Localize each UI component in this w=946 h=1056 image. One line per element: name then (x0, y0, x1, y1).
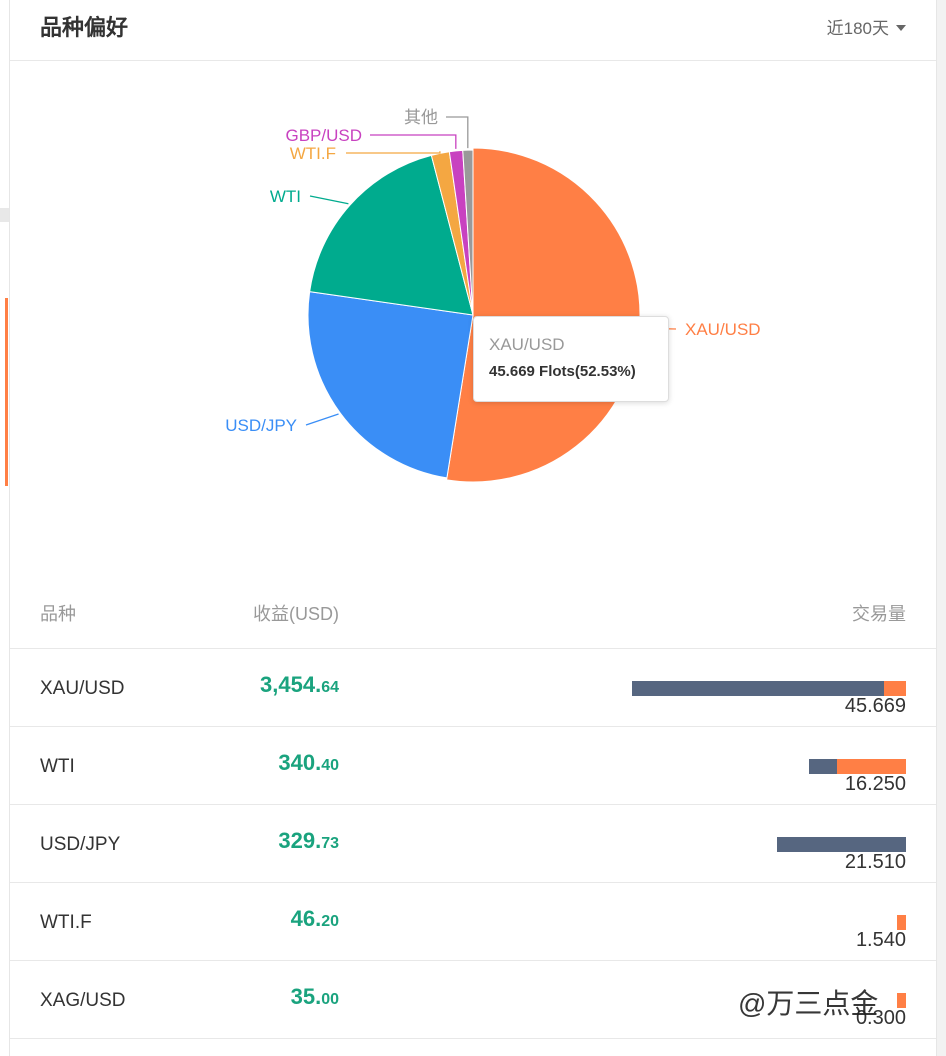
pie-slice[interactable] (445, 147, 641, 483)
volume-bar (808, 759, 906, 774)
table-row[interactable]: WTI 340.40 16.250 (10, 727, 936, 805)
row-profit: 329.73 (278, 828, 339, 854)
row-symbol: WTI (40, 756, 75, 777)
profit-integer: 329. (278, 828, 322, 853)
row-profit: 46.20 (291, 906, 339, 932)
profit-decimal: 20 (321, 913, 339, 930)
header-profit: 收益(USD) (253, 604, 339, 624)
left-sidebar-edge (0, 0, 10, 1056)
volume-bar (896, 915, 906, 930)
sell-volume-segment (896, 915, 906, 930)
left-sidebar-tick (0, 208, 9, 222)
period-dropdown[interactable]: 近180天 (827, 14, 906, 39)
pie-leader-line (346, 151, 441, 154)
pie-slice[interactable] (309, 154, 474, 316)
pie-label: WTI.F (290, 144, 336, 163)
symbol-preference-panel: 品种偏好 近180天 XAU/USD USD/JPY WTI WTI.F GBP/USD… (10, 0, 937, 1056)
profit-decimal: 73 (321, 835, 339, 852)
left-sidebar-active-indicator (5, 298, 8, 486)
table-row[interactable]: USD/JPY 329.73 21.510 (10, 805, 936, 883)
watermark: @万三点金 (738, 988, 879, 1019)
row-volume: 45.669 (844, 695, 906, 717)
pie-label: XAU/USD (685, 320, 761, 339)
pie-slice[interactable] (307, 291, 474, 479)
pie-leader-line (309, 195, 349, 205)
sell-volume-segment (836, 759, 906, 774)
row-symbol: WTI.F (40, 912, 92, 933)
buy-volume-segment (808, 759, 837, 774)
pie-label: WTI (270, 187, 301, 206)
tooltip-symbol: XAU/USD (489, 335, 565, 354)
row-volume: 16.250 (844, 773, 906, 795)
sell-volume-segment (884, 681, 906, 696)
period-label: 近180天 (826, 19, 889, 38)
profit-decimal: 40 (321, 757, 339, 774)
pie-label: USD/JPY (225, 416, 297, 435)
row-symbol: USD/JPY (40, 834, 121, 855)
row-profit: 35.00 (291, 984, 339, 1010)
row-volume: 0.300 (855, 1007, 906, 1029)
pie-slice[interactable] (462, 149, 474, 316)
buy-volume-segment (632, 681, 885, 696)
table-row[interactable]: WTI.F 46.20 1.540 (10, 883, 936, 961)
panel-header: 品种偏好 近180天 (10, 0, 936, 61)
pie-label: 其他 (404, 108, 438, 127)
row-profit: 3,454.64 (260, 672, 339, 698)
volume-bar (897, 993, 906, 1008)
pie-leader-line (446, 116, 469, 149)
volume-bar (776, 837, 906, 852)
profit-decimal: 00 (321, 991, 339, 1008)
row-volume: 1.540 (855, 929, 906, 951)
pie-leader-line (370, 134, 457, 149)
row-profit: 340.40 (278, 750, 339, 776)
header-volume: 交易量 (852, 604, 906, 624)
row-symbol: XAU/USD (40, 678, 125, 699)
panel-title: 品种偏好 (40, 15, 129, 40)
profit-integer: 46. (290, 906, 322, 931)
header-symbol: 品种 (40, 604, 76, 624)
table-header: 品种 收益(USD) 交易量 (10, 570, 936, 649)
buy-volume-segment (776, 837, 906, 852)
row-volume: 21.510 (844, 851, 906, 873)
pie-label: GBP/USD (285, 126, 362, 145)
caret-down-icon (896, 24, 906, 31)
tooltip-value: 45.669 Flots(52.53%) (489, 363, 636, 380)
profit-integer: 35. (290, 984, 322, 1009)
profit-integer: 340. (278, 750, 322, 775)
row-symbol: XAG/USD (40, 990, 126, 1011)
volume-bar (632, 681, 906, 696)
table-row[interactable]: XAU/USD 3,454.64 45.669 (10, 649, 936, 727)
profit-integer: 3,454. (260, 672, 322, 697)
profit-decimal: 64 (321, 679, 339, 696)
sell-volume-segment (897, 993, 906, 1008)
pie-leader-line (305, 413, 339, 426)
chart-tooltip: XAU/USD 45.669 Flots(52.53%) (473, 316, 669, 402)
table-row[interactable]: XAG/USD 35.00 0.300 (10, 961, 936, 1039)
